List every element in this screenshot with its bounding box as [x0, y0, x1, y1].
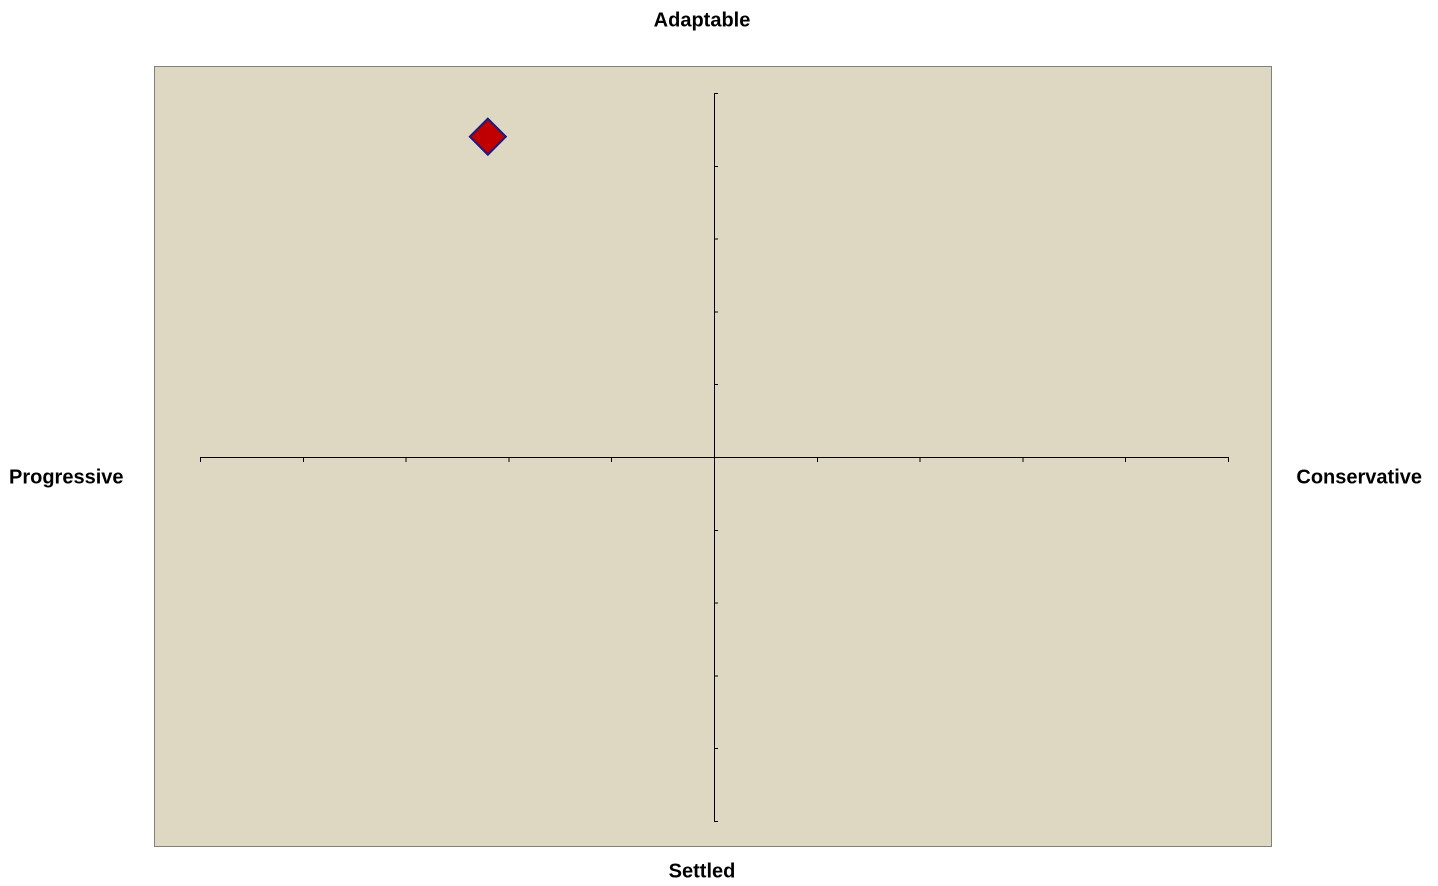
plot-area — [154, 66, 1272, 847]
top-label: Adaptable — [654, 9, 751, 31]
bottom-label: Settled — [669, 860, 736, 882]
left-label: Progressive — [9, 466, 124, 488]
point — [468, 117, 508, 157]
right-label: Conservative — [1296, 466, 1422, 488]
